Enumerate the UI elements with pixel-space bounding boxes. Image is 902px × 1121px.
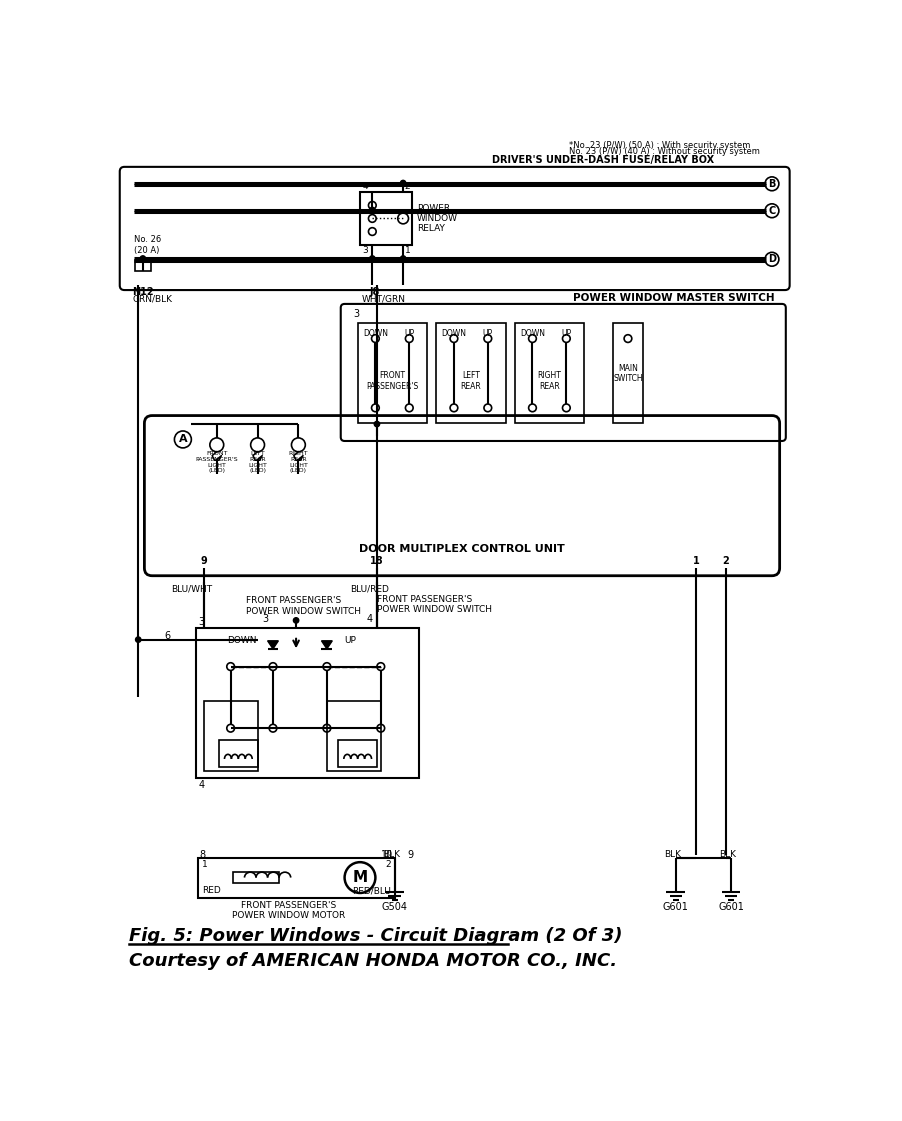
- Text: 4: 4: [366, 614, 372, 624]
- Bar: [233, 872, 279, 883]
- Text: UP: UP: [404, 330, 414, 339]
- Polygon shape: [267, 641, 278, 649]
- Text: No. 23 (P/W) (40 A) : Without security system: No. 23 (P/W) (40 A) : Without security s…: [569, 147, 759, 156]
- Text: 1: 1: [693, 556, 699, 566]
- Text: DOWN: DOWN: [441, 330, 466, 339]
- Text: FRONT PASSENGER'S
POWER WINDOW MOTOR: FRONT PASSENGER'S POWER WINDOW MOTOR: [232, 900, 345, 920]
- Text: G601: G601: [717, 902, 743, 912]
- Bar: [357, 323, 427, 424]
- Text: 3: 3: [198, 617, 204, 627]
- Text: DOWN: DOWN: [227, 636, 257, 645]
- Text: MAIN
SWITCH: MAIN SWITCH: [612, 363, 642, 383]
- Text: LEFT
REAR
LIGHT
(LED): LEFT REAR LIGHT (LED): [248, 451, 267, 473]
- Text: 2: 2: [722, 556, 728, 566]
- Text: 10: 10: [381, 850, 392, 860]
- Bar: [514, 323, 584, 424]
- Text: DRIVER'S UNDER-DASH FUSE/RELAY BOX: DRIVER'S UNDER-DASH FUSE/RELAY BOX: [492, 155, 713, 165]
- Text: D: D: [767, 254, 775, 265]
- Text: DOWN: DOWN: [363, 330, 388, 339]
- Bar: [327, 702, 381, 770]
- Text: 6: 6: [164, 631, 170, 641]
- Text: N12: N12: [132, 287, 153, 297]
- Text: Fig. 5: Power Windows - Circuit Diagram (2 Of 3): Fig. 5: Power Windows - Circuit Diagram …: [129, 927, 621, 945]
- Text: RIGHT
REAR
LIGHT
(LED): RIGHT REAR LIGHT (LED): [289, 451, 308, 473]
- Text: J8: J8: [369, 287, 379, 297]
- Text: LEFT
REAR: LEFT REAR: [460, 371, 481, 390]
- Text: BLK: BLK: [382, 850, 400, 859]
- Text: GRN/BLK: GRN/BLK: [132, 295, 172, 304]
- Text: 3: 3: [353, 309, 359, 319]
- Text: BLK: BLK: [719, 850, 736, 859]
- Circle shape: [400, 256, 405, 261]
- Text: FRONT
PASSENGER'S
LIGHT
(LED): FRONT PASSENGER'S LIGHT (LED): [195, 451, 238, 473]
- Text: 1: 1: [202, 860, 207, 869]
- Text: 8: 8: [198, 850, 205, 860]
- Bar: [436, 323, 505, 424]
- Text: FRONT
PASSENGER'S: FRONT PASSENGER'S: [366, 371, 418, 390]
- Text: RED/BLU: RED/BLU: [352, 887, 391, 896]
- Text: POWER WINDOW MASTER SWITCH: POWER WINDOW MASTER SWITCH: [572, 294, 773, 303]
- Text: FRONT PASSENGER'S
POWER WINDOW SWITCH: FRONT PASSENGER'S POWER WINDOW SWITCH: [376, 595, 492, 614]
- Circle shape: [369, 256, 374, 261]
- Text: G504: G504: [382, 902, 407, 912]
- Circle shape: [400, 180, 405, 186]
- Text: RIGHT
REAR: RIGHT REAR: [537, 371, 561, 390]
- Text: POWER
WINDOW
RELAY: POWER WINDOW RELAY: [417, 204, 457, 233]
- Text: 2: 2: [404, 182, 410, 191]
- Text: 4: 4: [362, 182, 367, 191]
- Text: Courtesy of AMERICAN HONDA MOTOR CO., INC.: Courtesy of AMERICAN HONDA MOTOR CO., IN…: [129, 952, 616, 970]
- Text: DOWN: DOWN: [520, 330, 545, 339]
- Text: G601: G601: [662, 902, 688, 912]
- Text: 4: 4: [198, 780, 204, 790]
- Bar: [204, 702, 257, 770]
- Text: UP: UP: [344, 636, 355, 645]
- Text: BLU/RED: BLU/RED: [349, 584, 388, 593]
- Text: WHT/GRN: WHT/GRN: [361, 295, 405, 304]
- Circle shape: [135, 637, 141, 642]
- Circle shape: [369, 207, 374, 213]
- Text: 1: 1: [404, 247, 410, 256]
- Text: C: C: [768, 206, 775, 215]
- Bar: [219, 740, 257, 767]
- Text: 9: 9: [200, 556, 207, 566]
- Text: 9: 9: [407, 850, 412, 860]
- Bar: [198, 858, 394, 898]
- Text: UP: UP: [561, 330, 571, 339]
- Bar: [338, 740, 376, 767]
- Bar: [196, 628, 419, 778]
- Text: B: B: [768, 179, 775, 188]
- Text: A: A: [179, 435, 187, 444]
- Text: 2: 2: [385, 860, 391, 869]
- Text: DOOR MULTIPLEX CONTROL UNIT: DOOR MULTIPLEX CONTROL UNIT: [359, 544, 565, 554]
- Bar: [135, 260, 151, 271]
- Text: BLK: BLK: [663, 850, 680, 859]
- Polygon shape: [321, 641, 332, 649]
- Text: No. 26
(20 A): No. 26 (20 A): [133, 235, 161, 254]
- Circle shape: [373, 421, 379, 427]
- Text: RED: RED: [202, 887, 221, 896]
- Text: UP: UP: [483, 330, 492, 339]
- Text: 3: 3: [362, 247, 368, 256]
- Text: BLU/WHT: BLU/WHT: [171, 584, 213, 593]
- Circle shape: [293, 618, 299, 623]
- Circle shape: [140, 256, 145, 261]
- Text: 3: 3: [262, 614, 268, 624]
- Text: *No. 23 (P/W) (50 A) : With security system: *No. 23 (P/W) (50 A) : With security sys…: [569, 140, 750, 150]
- Text: M: M: [352, 870, 367, 886]
- Bar: [360, 193, 412, 244]
- Text: 18: 18: [370, 556, 383, 566]
- Text: FRONT PASSENGER'S
POWER WINDOW SWITCH: FRONT PASSENGER'S POWER WINDOW SWITCH: [245, 596, 361, 615]
- Bar: [612, 323, 642, 424]
